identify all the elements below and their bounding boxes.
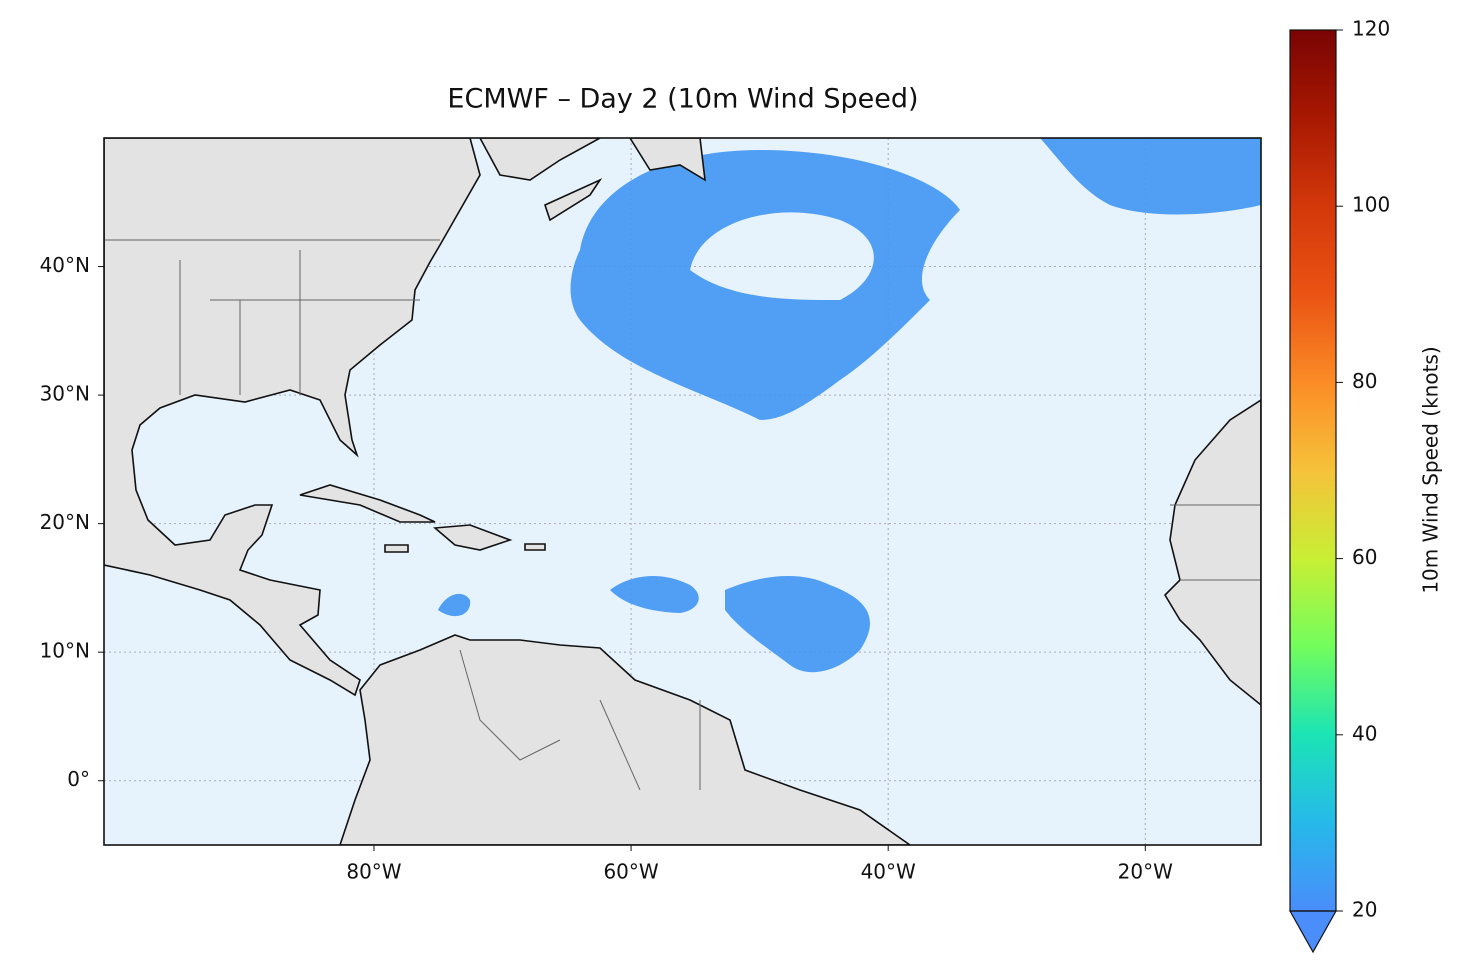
colorbar-tick-label: 20 [1352,898,1377,922]
y-tick-label: 0° [67,767,90,791]
land [479,138,706,222]
colorbar-tick-label: 100 [1352,193,1390,217]
x-tick-label: 80°W [346,860,401,884]
colorbar-label: 10m Wind Speed (knots) [1419,346,1443,593]
map-frame [103,137,1262,846]
land [1163,399,1261,707]
y-tick-label: 20°N [40,510,90,534]
wind-swath [1040,138,1261,215]
y-tick-label: 10°N [40,639,90,663]
land [104,138,481,697]
colorbar-tick-label: 40 [1352,721,1377,745]
borders [104,239,1261,791]
colorbar-tick-label: 60 [1352,545,1377,569]
wind-swath [570,150,960,420]
map-layer [104,138,1261,845]
wind-swath [610,575,699,613]
x-tick-label: 40°W [861,860,916,884]
land [299,484,546,553]
x-tick-label: 20°W [1118,860,1173,884]
y-tick-label: 40°N [40,253,90,277]
colorbar-tick-label: 80 [1352,369,1377,393]
chart-title: ECMWF – Day 2 (10m Wind Speed) [447,84,918,115]
colorbar [1290,30,1336,911]
colorbar-frame [1289,29,1337,912]
wind-swath [725,575,870,673]
wind-swath [438,593,471,617]
land [339,634,912,845]
colorbar-extend [1288,910,1338,954]
x-tick-label: 60°W [603,860,658,884]
colorbar-tick-label: 120 [1352,17,1390,41]
y-tick-label: 30°N [40,382,90,406]
